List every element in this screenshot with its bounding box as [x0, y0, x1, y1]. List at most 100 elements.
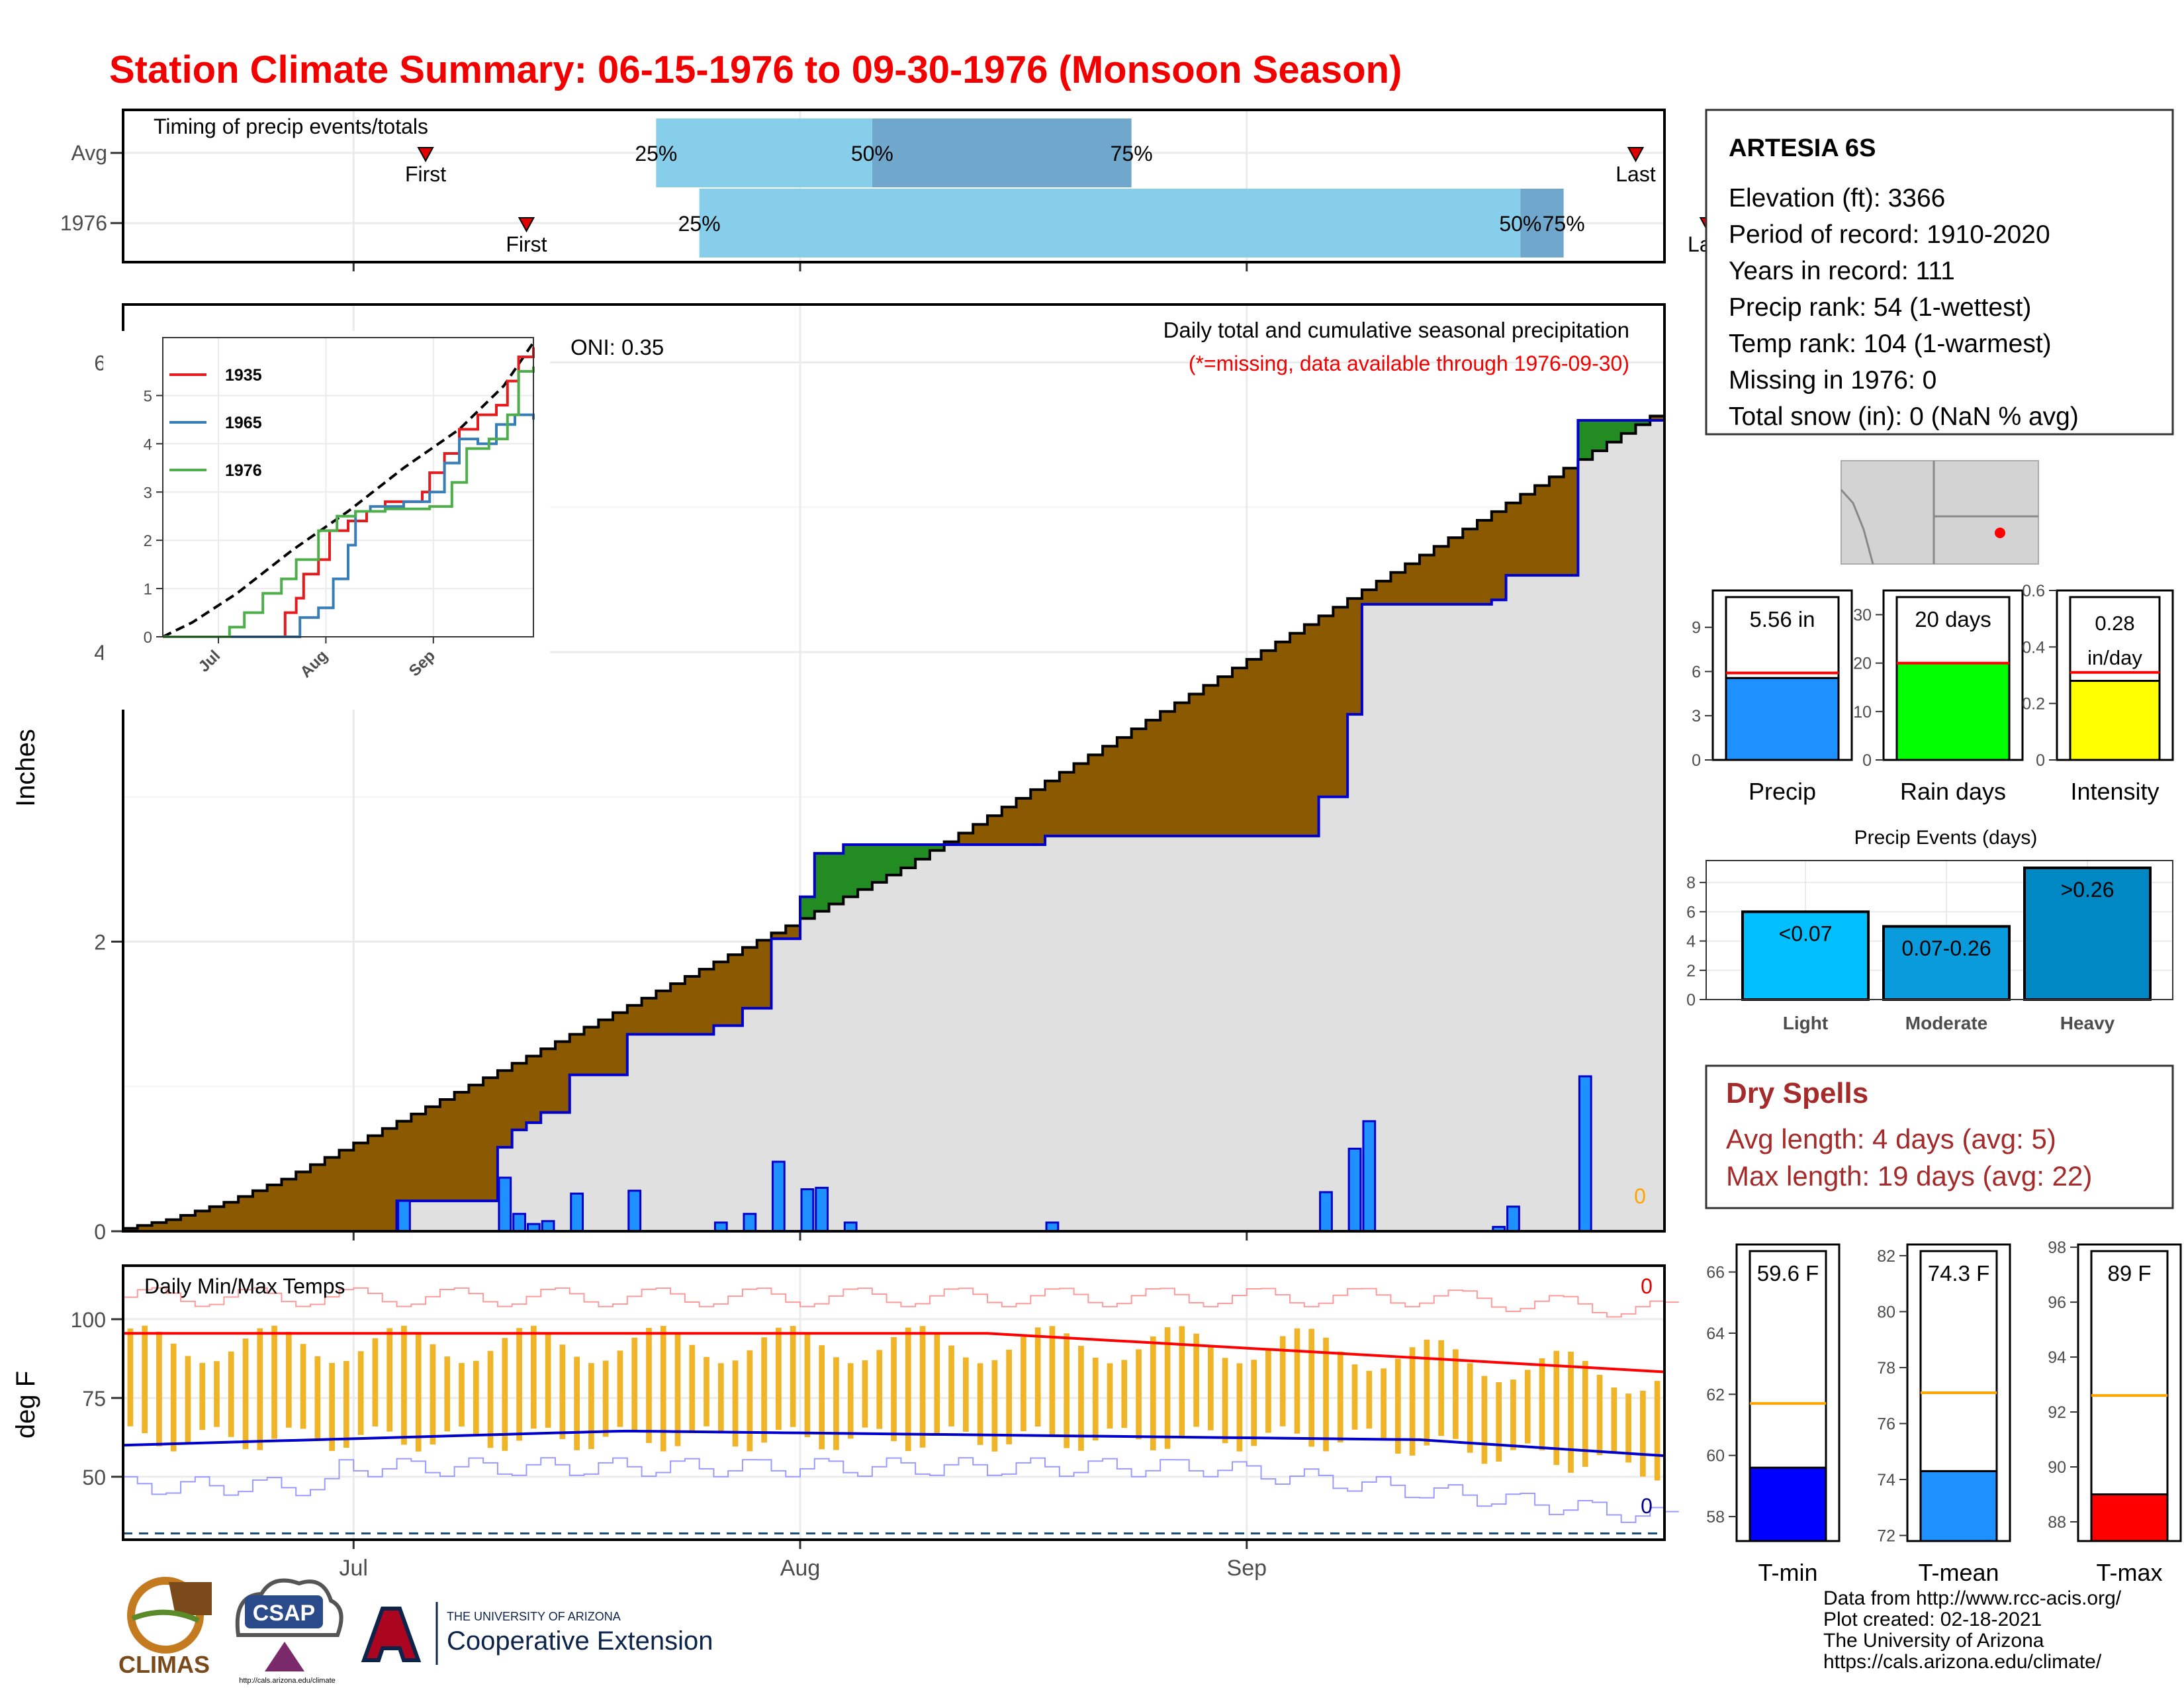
- daily-temp-bar: [1366, 1370, 1373, 1429]
- station-name: ARTESIA 6S: [1729, 134, 1876, 162]
- temps-title: Daily Min/Max Temps: [144, 1274, 345, 1298]
- q25-label: 25%: [635, 142, 677, 165]
- summary-precip-y-tick: 6: [1692, 663, 1701, 681]
- deficit-area: [1333, 607, 1348, 797]
- station-dot: [1995, 528, 2005, 538]
- summary-intensity-upper: [2069, 596, 2161, 682]
- summary-tmean-bar: [1919, 1470, 1998, 1542]
- ua-logo: [361, 1607, 422, 1662]
- surplus-area: [929, 844, 945, 851]
- deficit-area: [742, 947, 758, 1009]
- events-y-tick: 8: [1686, 874, 1696, 892]
- deficit-area: [684, 976, 700, 1035]
- daily-temp-bar: [372, 1338, 379, 1427]
- daily-temp-bar: [776, 1327, 782, 1430]
- surplus-area: [858, 844, 873, 890]
- daily-temp-bar: [228, 1351, 234, 1437]
- missing-max: 0: [1641, 1274, 1653, 1298]
- inset-avg-line: [162, 342, 535, 638]
- csap-mountain: [265, 1642, 304, 1671]
- quartile-bar-50-75: [872, 118, 1132, 187]
- summary-raindays-bar: [1895, 662, 2011, 761]
- oni-label: ONI: 0.35: [570, 335, 664, 359]
- locator-map: [1841, 460, 2039, 565]
- daily-precip-bar: [1578, 1075, 1592, 1233]
- daily-temp-bar: [473, 1360, 479, 1436]
- events-frame: [1706, 860, 2173, 1000]
- summary-tmax-y-tick: 88: [2048, 1513, 2066, 1532]
- quartile-bar-25-50: [699, 189, 1521, 258]
- deficit-area: [1477, 520, 1492, 604]
- events-y-tick: 0: [1686, 991, 1696, 1009]
- deficit-area: [137, 1225, 153, 1231]
- daily-temp-bar: [1323, 1337, 1329, 1452]
- daily-temp-bar: [300, 1344, 306, 1429]
- deficit-area: [1189, 694, 1204, 836]
- daily-temp-bar: [242, 1338, 249, 1450]
- quartile-bar-50-75: [1520, 189, 1564, 258]
- daily-temp-bar: [1279, 1336, 1286, 1427]
- summary-tmax-label: T-max: [2096, 1559, 2162, 1586]
- avg-cumulative-line: [123, 394, 1666, 1230]
- summary-tmax-bar: [2090, 1493, 2169, 1542]
- daily-temp-bar: [934, 1333, 940, 1435]
- inset-series-1965: [163, 413, 535, 638]
- summary-raindays-label: Rain days: [1900, 778, 2006, 805]
- daily-temp-bar: [962, 1357, 969, 1432]
- deficit-area: [296, 1172, 311, 1231]
- daily-temp-bar: [1236, 1363, 1243, 1452]
- footer-line: The University of Arizona: [1823, 1630, 2044, 1652]
- deficit-area: [598, 1019, 614, 1075]
- daily-temp-bar: [1467, 1363, 1473, 1453]
- summary-raindays-y-tick: 10: [1853, 703, 1872, 722]
- daily-temp-bar: [588, 1363, 594, 1449]
- summary-tmin-upper: [1749, 1250, 1827, 1469]
- daily-temp-bar: [430, 1344, 436, 1445]
- deficit-area: [541, 1049, 556, 1113]
- first-marker: [518, 217, 535, 233]
- deficit-area: [641, 998, 657, 1035]
- daily-precip-bar: [512, 1213, 526, 1233]
- daily-temp-bar: [833, 1357, 839, 1450]
- daily-temp-bar: [1121, 1360, 1128, 1429]
- daily-temp-bar: [732, 1360, 739, 1447]
- deficit-area: [1520, 494, 1535, 576]
- csap-badge: [245, 1595, 323, 1628]
- inset-series-1976: [163, 366, 535, 638]
- summary-raindays-value: 20 days: [1915, 607, 1991, 632]
- daily-temp-bar: [415, 1332, 422, 1452]
- deficit-area: [1073, 763, 1089, 836]
- daily-temp-bar: [1496, 1382, 1502, 1462]
- summary-precip-bar: [1725, 677, 1840, 761]
- deficit-area: [526, 1056, 541, 1123]
- deficit-area: [483, 1078, 498, 1201]
- daily-temp-bar: [545, 1332, 551, 1428]
- summary-tmin-bar: [1749, 1466, 1827, 1542]
- daily-precip-bar: [627, 1190, 642, 1233]
- daily-temp-bar: [1294, 1328, 1300, 1434]
- y-tick-label: 0: [94, 1220, 106, 1244]
- surplus-area: [1621, 420, 1636, 434]
- daily-temp-bar: [1553, 1350, 1560, 1466]
- daily-precip-bar: [800, 1188, 815, 1233]
- inset-y-tick: 1: [144, 581, 152, 598]
- deficit-area: [1001, 807, 1017, 845]
- surplus-area: [1635, 420, 1651, 425]
- deficit-area: [1059, 772, 1075, 836]
- deficit-area: [1045, 780, 1060, 836]
- daily-temp-bar: [991, 1360, 998, 1452]
- deficit-area: [584, 1027, 599, 1075]
- csap-url: http://cals.arizona.edu/climate: [239, 1677, 336, 1685]
- daily-temp-bar: [459, 1363, 465, 1427]
- daily-precip-bar: [1362, 1120, 1377, 1233]
- daily-temp-bar: [559, 1344, 566, 1439]
- summary-tmax-y-tick: 94: [2048, 1348, 2066, 1367]
- daily-temp-bar: [1481, 1376, 1488, 1464]
- daily-temp-bar: [314, 1356, 321, 1441]
- quartile-bar-25-50: [656, 118, 872, 187]
- summary-tmean-y-tick: 72: [1877, 1527, 1895, 1546]
- record-high-line: [123, 1287, 1679, 1318]
- deficit-area: [756, 940, 772, 1009]
- deficit-area: [339, 1150, 354, 1231]
- summary-raindays-y-tick: 30: [1853, 606, 1872, 625]
